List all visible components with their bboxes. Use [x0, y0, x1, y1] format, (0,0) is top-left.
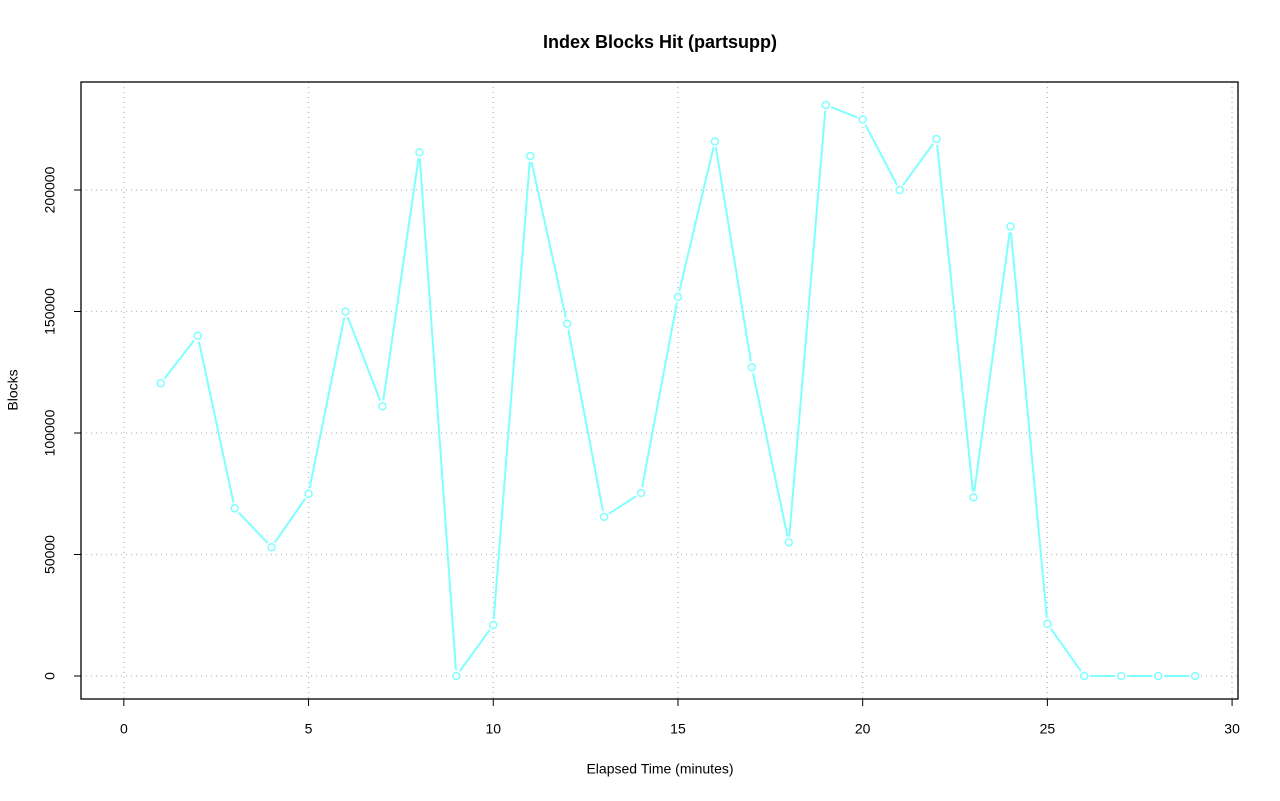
data-point [1153, 671, 1163, 681]
data-point [932, 134, 941, 144]
plot-frame [80, 81, 1239, 700]
data-point [858, 115, 867, 124]
data-point [636, 488, 646, 498]
data-point [341, 307, 350, 316]
x-tick-label: 15 [670, 721, 686, 737]
x-tick-label: 20 [855, 721, 871, 737]
data-point [156, 378, 166, 388]
y-tick-label: 50000 [42, 535, 58, 574]
y-tick-label: 200000 [42, 166, 58, 213]
data-point [1080, 671, 1089, 681]
data-point [489, 620, 498, 630]
y-tick-label: 100000 [42, 409, 58, 456]
data-point [784, 538, 794, 547]
data-point [969, 493, 978, 502]
x-tick-label: 0 [120, 721, 128, 737]
data-point [747, 363, 757, 372]
x-tick-label: 25 [1040, 721, 1056, 737]
data-point [452, 671, 461, 681]
y-tick-label: 150000 [42, 288, 58, 335]
data-point [1006, 222, 1015, 231]
data-point [710, 137, 720, 146]
data-point [1190, 671, 1200, 681]
data-point [821, 100, 830, 110]
chart-title: Index Blocks Hit (partsupp) [543, 32, 777, 52]
x-tick-label: 10 [485, 721, 501, 737]
data-point [673, 292, 683, 302]
data-point [230, 504, 239, 513]
data-point [599, 512, 609, 522]
data-point [562, 319, 572, 328]
x-tick-label: 30 [1224, 721, 1240, 737]
x-tick-label: 5 [305, 721, 313, 737]
data-point [304, 489, 313, 498]
data-point [415, 148, 424, 157]
data-point [895, 185, 904, 195]
data-point [1043, 619, 1052, 629]
x-axis-label: Elapsed Time (minutes) [586, 761, 733, 777]
y-axis-label: Blocks [5, 369, 21, 410]
data-line [160, 103, 1196, 679]
data-point [525, 151, 535, 161]
y-tick-label: 0 [42, 672, 58, 680]
data-point [267, 542, 276, 552]
data-point [378, 402, 387, 411]
data-point [1117, 671, 1126, 681]
data-point [193, 331, 202, 341]
